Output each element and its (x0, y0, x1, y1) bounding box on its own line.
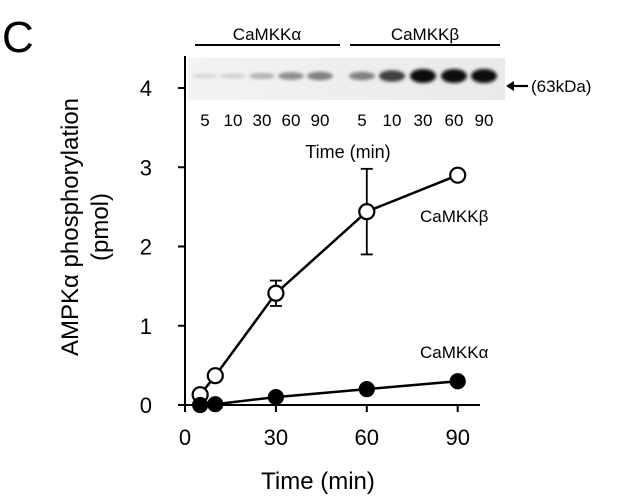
y-tick-label: 1 (140, 314, 152, 339)
x-tick-label: 90 (445, 425, 469, 450)
y-axis-title-line2: (pmol) (87, 193, 114, 261)
series-line-camkka (200, 379, 458, 407)
y-tick-label: 2 (140, 235, 152, 260)
blot-lane-label: 60 (445, 111, 464, 130)
blot-group-label-camkkb: CaMKKβ (391, 25, 460, 44)
blot-lane-label: 30 (414, 111, 433, 130)
y-axis-ticks: 0 1 2 3 4 (140, 76, 185, 418)
y-axis-title-line1: AMPKα phosphorylation (57, 98, 84, 356)
blot-time-label: Time (min) (305, 142, 390, 162)
blot-lane-label: 10 (224, 111, 243, 130)
blot-band (192, 73, 218, 79)
blot-bands (192, 69, 497, 83)
blot-band (278, 72, 304, 80)
blot-lane-label: 5 (200, 111, 209, 130)
blot-band (441, 69, 467, 83)
blot-band (349, 71, 375, 81)
y-tick-label: 3 (140, 155, 152, 180)
data-point-camkkb (449, 166, 467, 184)
data-point-camkka (207, 396, 224, 413)
band-size-label: (63kDa) (531, 77, 591, 96)
data-point-camkka (358, 381, 375, 398)
y-tick-label: 0 (140, 393, 152, 418)
panel-label: C (2, 13, 34, 62)
blot-lane-label: 90 (475, 111, 494, 130)
plot-area: 0 1 2 3 4 0 30 60 90 (140, 56, 480, 450)
x-tick-label: 30 (264, 425, 288, 450)
y-tick-label: 4 (140, 76, 152, 101)
blot-inset: CaMKKα CaMKKβ 5 10 30 60 90 5 10 30 60 90 (63kDa)… (188, 25, 591, 162)
blot-band (220, 73, 246, 79)
blot-band (249, 72, 275, 80)
band-arrow-icon (506, 81, 528, 91)
x-axis-ticks: 0 30 60 90 (179, 405, 470, 450)
blot-band (379, 70, 405, 82)
blot-lane-label: 30 (253, 111, 272, 130)
blot-lane-label: 60 (282, 111, 301, 130)
x-tick-label: 60 (355, 425, 379, 450)
data-point-camkka (449, 373, 466, 390)
series-label-camkka: CaMKKα (420, 343, 489, 362)
data-point-camkkb (206, 367, 224, 385)
x-axis-title: Time (min) (261, 468, 375, 495)
blot-lane-label: 90 (311, 111, 330, 130)
blot-lane-label: 5 (357, 111, 366, 130)
blot-band (410, 69, 436, 83)
data-point-camkkb (267, 284, 285, 302)
series-layer (191, 166, 467, 414)
blot-lane-label: 10 (383, 111, 402, 130)
blot-band (471, 69, 497, 83)
x-tick-label: 0 (179, 425, 191, 450)
series-label-camkkb: CaMKKβ (420, 207, 489, 226)
data-point-camkka (192, 396, 209, 414)
data-point-camkka (267, 388, 284, 406)
blot-band (307, 71, 333, 81)
blot-lane-labels: 5 10 30 60 90 5 10 30 60 90 (200, 111, 493, 130)
y-axis-title: AMPKα phosphorylation (pmol) (57, 98, 114, 356)
blot-group-label-camkka: CaMKKα (233, 25, 302, 44)
data-point-camkkb (358, 203, 376, 221)
